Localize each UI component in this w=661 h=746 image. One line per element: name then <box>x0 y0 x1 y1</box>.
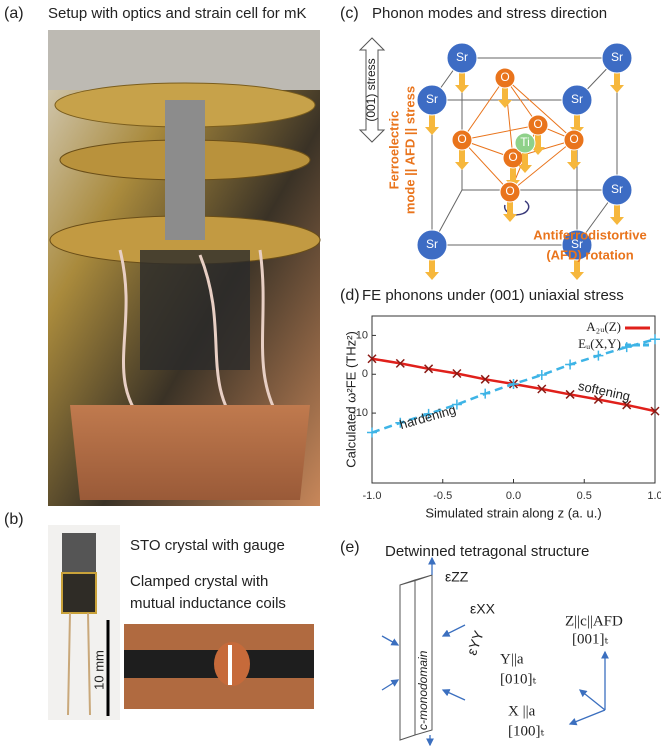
atom-label: Sr <box>611 182 623 196</box>
displacement-arrow <box>425 115 439 135</box>
atom-label: Sr <box>611 50 623 64</box>
panel-title: Detwinned tetragonal structure <box>385 543 589 560</box>
point-marker <box>565 360 575 370</box>
y-tick-label: 0 <box>362 368 368 380</box>
displacement-arrow <box>610 205 624 225</box>
caption: Clamped crystal with <box>130 573 268 590</box>
domain-label: c-monodomain <box>416 650 430 730</box>
axes-triad <box>570 652 605 724</box>
axis-label: [100]ₜ <box>508 723 544 739</box>
y-axis-label: Calculated ω²FE (THz²) <box>343 331 358 468</box>
rotation-label: Antiferrodistortive <box>533 227 646 242</box>
legend-label: A₂ᵤ(Z) <box>586 319 621 334</box>
scale-bar-label: 10 mm <box>91 650 106 690</box>
atom-label: O <box>569 132 578 146</box>
x-tick-label: 1.0 <box>647 490 661 502</box>
panel-title: Setup with optics and strain cell for mK <box>48 5 306 22</box>
photo-crystal <box>48 525 120 720</box>
panel-label: (e) <box>340 539 360 556</box>
displacement-arrow <box>567 150 581 170</box>
point-marker <box>650 334 660 344</box>
panel-label: (d) <box>340 287 360 304</box>
atom-label: Sr <box>426 92 438 106</box>
x-axis-label: Simulated strain along z (a. u.) <box>425 505 601 520</box>
panel-label: (c) <box>340 5 359 22</box>
axis-label: [001]ₜ <box>572 631 608 647</box>
strain-label: εZZ <box>445 569 469 585</box>
panel-title: Phonon modes and stress direction <box>372 5 607 22</box>
x-tick-label: -0.5 <box>433 490 452 502</box>
x-tick-label: 0.5 <box>577 490 592 502</box>
point-marker <box>480 389 490 399</box>
atom-label: Ti <box>520 135 530 149</box>
atom-label: Sr <box>426 237 438 251</box>
annotation: hardening <box>398 402 458 432</box>
panel-label: (a) <box>4 5 24 22</box>
displacement-arrow <box>498 88 512 108</box>
axis-label: Z||c||AFD <box>565 613 623 629</box>
atom-label: Sr <box>571 92 583 106</box>
x-tick-label: -1.0 <box>363 490 382 502</box>
displacement-arrow <box>455 73 469 93</box>
axis-label: X ||a <box>508 703 536 719</box>
photo-setup <box>48 30 320 506</box>
axis-label: Y||a <box>500 651 524 667</box>
atom-label: O <box>500 70 509 84</box>
displacement-arrow <box>570 260 584 280</box>
strain-label: εXX <box>470 601 496 617</box>
panel-label: (b) <box>4 511 24 528</box>
displacement-arrow <box>425 260 439 280</box>
point-marker <box>367 428 377 438</box>
atom-label: O <box>457 132 466 146</box>
stress-label: (001) stress <box>364 58 378 121</box>
axis-label: [010]ₜ <box>500 671 536 687</box>
figure: (a) Setup with optics and strain cell fo… <box>0 0 661 746</box>
photo-clamp <box>124 624 314 709</box>
strain-label: εYY <box>463 628 487 658</box>
point-marker <box>593 351 603 361</box>
mode-label: mode || AFD || stress <box>402 86 417 214</box>
caption: STO crystal with gauge <box>130 537 285 554</box>
mode-label: Ferroelectric <box>386 111 401 190</box>
atom-label: O <box>533 117 542 131</box>
displacement-arrow <box>610 73 624 93</box>
rotation-label: (AFD) rotation <box>546 247 633 262</box>
atom-label: O <box>505 184 514 198</box>
atom-label: Sr <box>456 50 468 64</box>
caption: mutual inductance coils <box>130 595 286 612</box>
atom-label: O <box>508 150 517 164</box>
displacement-arrow <box>503 202 517 222</box>
x-tick-label: 0.0 <box>506 490 521 502</box>
point-marker <box>537 370 547 380</box>
chart-title: FE phonons under (001) uniaxial stress <box>362 287 624 304</box>
legend-label: Eᵤ(X,Y) <box>578 336 621 351</box>
displacement-arrow <box>455 150 469 170</box>
